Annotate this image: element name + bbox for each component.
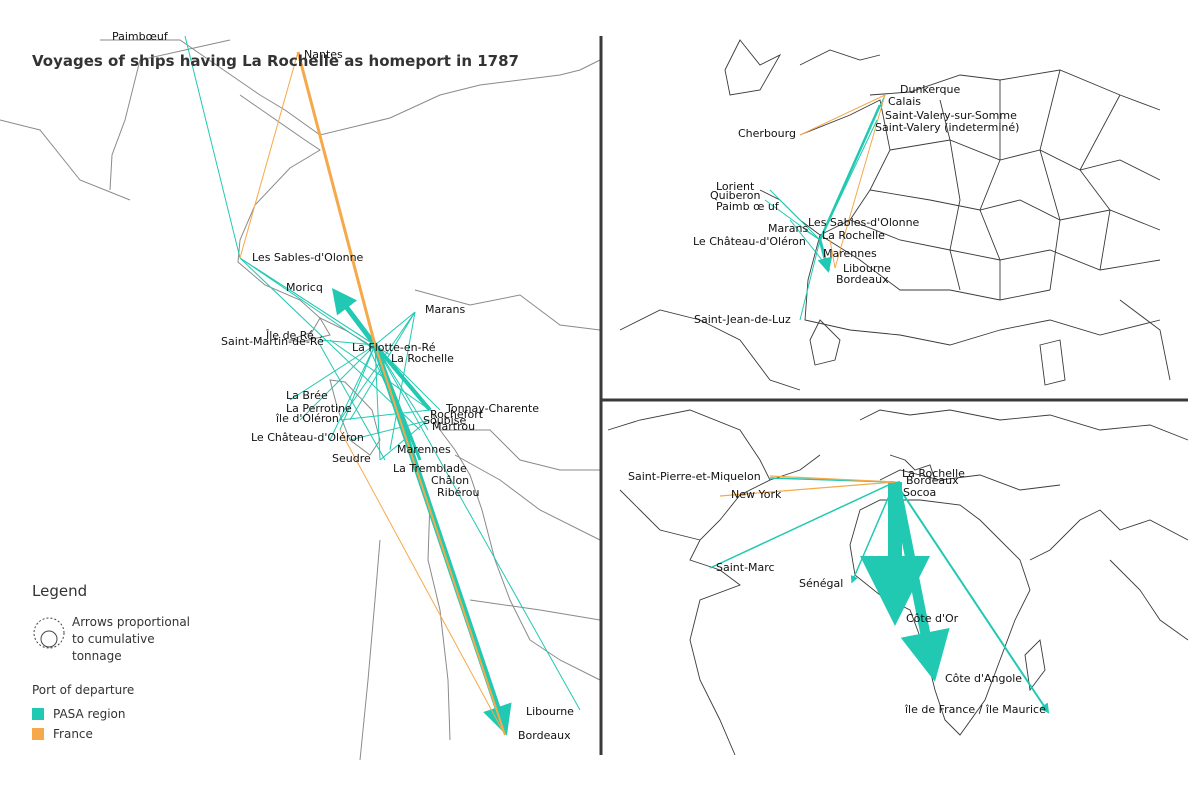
place-label: Tonnay-Charente bbox=[445, 402, 539, 415]
place-label: Marennes bbox=[397, 443, 451, 456]
place-label: Le Château-d'Oléron bbox=[251, 431, 364, 444]
place-label: Cherbourg bbox=[738, 127, 796, 140]
world-map-labels: Saint-Pierre-et-Miquelon New York La Roc… bbox=[628, 467, 1046, 716]
place-label: Calais bbox=[888, 95, 921, 108]
place-label: Libourne bbox=[526, 705, 574, 718]
place-label: île de France / île Maurice bbox=[904, 703, 1046, 716]
place-label: Marans bbox=[768, 222, 808, 235]
legend-item-france: France bbox=[32, 727, 262, 741]
place-label: Bordeaux bbox=[906, 474, 959, 487]
france-map-voyages bbox=[764, 94, 886, 321]
legend-label: PASA region bbox=[53, 707, 126, 721]
place-label: Paimb œ uf bbox=[716, 200, 780, 213]
place-label: Marennes bbox=[823, 247, 877, 260]
place-label: Saint-Valery-sur-Somme bbox=[885, 109, 1017, 122]
place-label: Sénégal bbox=[799, 577, 843, 590]
place-label: Saint-Pierre-et-Miquelon bbox=[628, 470, 761, 483]
proportional-circles-icon bbox=[33, 617, 65, 649]
place-label: Saint-Martin-de-Ré bbox=[221, 335, 324, 348]
place-label: La Rochelle bbox=[822, 229, 885, 242]
legend-swatch-france bbox=[32, 728, 44, 740]
legend-departure-title: Port of departure bbox=[32, 683, 135, 697]
place-label: Dunkerque bbox=[900, 83, 960, 96]
place-label: Libourne bbox=[843, 262, 891, 275]
place-label: Lorient bbox=[716, 180, 755, 193]
legend-item-pasa: PASA region bbox=[32, 707, 262, 721]
page-title: Voyages of ships having La Rochelle as h… bbox=[32, 52, 519, 70]
place-label: Rochefort bbox=[430, 408, 484, 421]
place-label: Bordeaux bbox=[518, 729, 571, 742]
legend: Legend Arrows proportional to cumulative… bbox=[32, 582, 262, 747]
place-label: Socoa bbox=[903, 486, 936, 499]
legend-label: France bbox=[53, 727, 93, 741]
place-label: La Rochelle bbox=[902, 467, 965, 480]
place-label: Bordeaux bbox=[836, 273, 889, 286]
france-map-borders bbox=[619, 39, 1171, 391]
regional-map-voyages bbox=[184, 35, 581, 736]
place-label: Seudre bbox=[332, 452, 371, 465]
place-label: Saint-Valery (indeterminé) bbox=[875, 121, 1019, 134]
regional-map-labels: Paimbœuf Nantes Les Sables-d'Olonne Mori… bbox=[112, 30, 574, 742]
france-map-labels: Dunkerque Calais Saint-Valery-sur-Somme … bbox=[693, 83, 1019, 326]
place-label: Saint-Marc bbox=[716, 561, 775, 574]
world-map-voyages bbox=[709, 475, 1050, 714]
place-label: Moricq bbox=[286, 281, 323, 294]
place-label: Martrou bbox=[432, 420, 475, 433]
legend-size-text: Arrows proportional to cumulative tonnag… bbox=[72, 615, 191, 663]
place-label: Paimbœuf bbox=[112, 30, 169, 43]
place-label: Côte d'Or bbox=[906, 612, 959, 625]
place-label: La Perrotine bbox=[286, 402, 352, 415]
place-label: Saint-Jean-de-Luz bbox=[694, 313, 791, 326]
place-label: Soubise bbox=[423, 414, 466, 427]
place-label: Côte d'Angole bbox=[945, 672, 1022, 685]
place-label: La Rochelle bbox=[391, 352, 454, 365]
legend-swatch-pasa bbox=[32, 708, 44, 720]
legend-title: Legend bbox=[32, 582, 88, 600]
place-label: La Flotte-en-Ré bbox=[352, 341, 436, 354]
place-label: New York bbox=[731, 488, 782, 501]
place-label: La Brée bbox=[286, 389, 328, 402]
place-label: La Tremblade bbox=[393, 462, 467, 475]
place-label: Nantes bbox=[304, 48, 343, 61]
place-label: Les Sables-d'Olonne bbox=[808, 216, 920, 229]
place-label: Châlon bbox=[431, 474, 469, 487]
place-label: Île de Ré bbox=[265, 329, 314, 342]
legend-size-key: Arrows proportional to cumulative tonnag… bbox=[32, 614, 262, 665]
place-label: île d'Oléron bbox=[275, 412, 339, 425]
place-label: Marans bbox=[425, 303, 465, 316]
place-label: Les Sables-d'Olonne bbox=[252, 251, 364, 264]
place-label: Le Château-d'Oléron bbox=[693, 235, 806, 248]
place-label: Ribérou bbox=[437, 486, 479, 499]
place-label: Quiberon bbox=[710, 189, 760, 202]
